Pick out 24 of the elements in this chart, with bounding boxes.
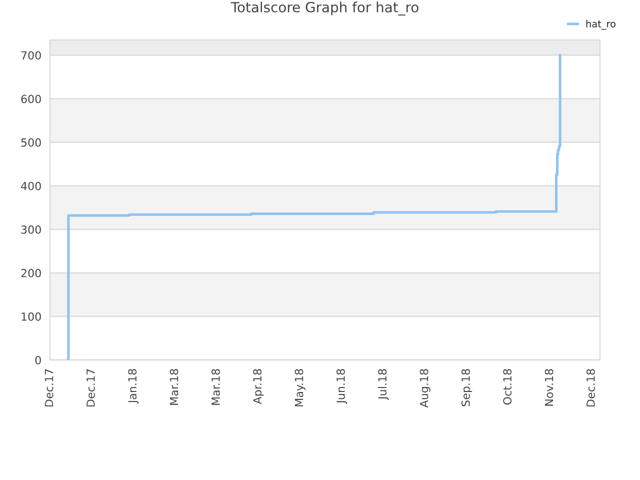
x-tick-label: Apr.18	[253, 369, 264, 404]
x-tick-label: Dec.17	[86, 369, 95, 406]
x-tick-label: Dec.17	[44, 369, 54, 406]
y-tick-label: 300	[21, 225, 41, 234]
x-tick-label: Mar.18	[211, 369, 220, 405]
y-tick-label: 700	[21, 51, 41, 60]
legend-label: hat_ro	[586, 20, 616, 30]
x-tick-label: Jun.18	[336, 369, 347, 404]
y-tick-label: 100	[22, 312, 41, 321]
x-tick-label: Dec.18	[586, 369, 595, 406]
x-tick-label: Aug.18	[420, 369, 430, 408]
y-tick-label: 400	[21, 182, 41, 190]
y-tick-label: 600	[21, 94, 41, 104]
x-tick-label: Jan.18	[128, 369, 139, 404]
x-tick-label: May.18	[294, 369, 306, 406]
x-tick-label: Mar.18	[170, 369, 178, 405]
y-tick-label: 200	[21, 268, 41, 278]
chart-title: Totalscore Graph for hat_ro	[230, 2, 418, 16]
y-tick-label: 0	[35, 356, 41, 364]
y-tick-label: 500	[21, 138, 41, 147]
x-tick-label: Nov.18	[544, 369, 554, 406]
x-tick-label: Jul.18	[378, 369, 389, 400]
x-tick-label: Sep.18	[461, 369, 472, 406]
x-tick-label: Oct.18	[503, 369, 512, 405]
